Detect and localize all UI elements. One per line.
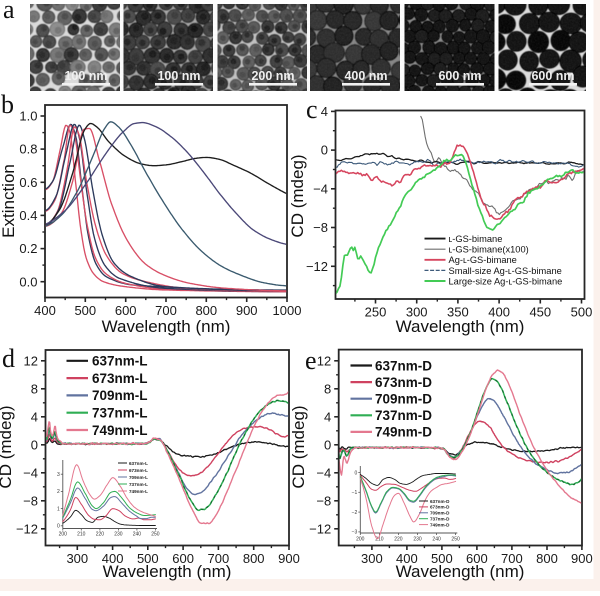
svg-text:0: 0 bbox=[321, 143, 328, 158]
svg-text:0.2: 0.2 bbox=[19, 241, 37, 256]
svg-text:Ag-ʟ-GS-bimane: Ag-ʟ-GS-bimane bbox=[449, 255, 517, 265]
svg-text:a: a bbox=[3, 0, 15, 24]
svg-text:200: 200 bbox=[356, 537, 365, 543]
svg-text:e: e bbox=[305, 346, 317, 375]
svg-text:0.6: 0.6 bbox=[19, 175, 37, 190]
svg-text:300: 300 bbox=[361, 551, 383, 566]
svg-text:673nm-L: 673nm-L bbox=[92, 371, 148, 386]
svg-text:Extinction: Extinction bbox=[0, 164, 18, 238]
svg-text:CD (mdeg): CD (mdeg) bbox=[289, 405, 308, 488]
svg-text:749nm-D: 749nm-D bbox=[430, 522, 450, 527]
svg-text:0.4: 0.4 bbox=[19, 208, 37, 223]
svg-text:4: 4 bbox=[324, 409, 331, 424]
svg-text:250: 250 bbox=[451, 537, 460, 543]
svg-text:709nm-D: 709nm-D bbox=[375, 392, 432, 407]
svg-text:250: 250 bbox=[365, 305, 387, 320]
svg-text:−4: −4 bbox=[316, 465, 331, 480]
svg-text:500: 500 bbox=[571, 305, 593, 320]
svg-text:900: 900 bbox=[571, 551, 593, 566]
svg-text:4: 4 bbox=[31, 409, 38, 424]
svg-text:Wavelength (nm): Wavelength (nm) bbox=[103, 562, 232, 581]
svg-text:600: 600 bbox=[115, 303, 137, 318]
svg-text:400: 400 bbox=[34, 303, 56, 318]
svg-text:240: 240 bbox=[432, 537, 441, 543]
svg-text:749nm-D: 749nm-D bbox=[375, 425, 432, 440]
svg-text:−12: −12 bbox=[16, 521, 38, 536]
svg-text:4: 4 bbox=[321, 104, 328, 119]
svg-text:250: 250 bbox=[151, 532, 160, 538]
svg-text:0: 0 bbox=[355, 470, 358, 476]
svg-text:1000: 1000 bbox=[273, 303, 302, 318]
svg-text:737nm-L: 737nm-L bbox=[129, 482, 148, 487]
svg-text:−1: −1 bbox=[352, 490, 358, 496]
svg-text:2: 2 bbox=[57, 489, 60, 495]
svg-text:709nm-D: 709nm-D bbox=[430, 511, 450, 516]
svg-text:637nm-L: 637nm-L bbox=[129, 461, 148, 466]
svg-text:0.0: 0.0 bbox=[19, 274, 37, 289]
svg-text:1: 1 bbox=[57, 506, 60, 512]
svg-text:230: 230 bbox=[114, 532, 123, 538]
svg-text:−4: −4 bbox=[313, 181, 328, 196]
svg-text:Small-size Ag-ʟ-GS-bimane: Small-size Ag-ʟ-GS-bimane bbox=[449, 266, 562, 276]
svg-text:8: 8 bbox=[31, 381, 38, 396]
svg-text:220: 220 bbox=[394, 537, 403, 543]
svg-text:ʟ-GS-bimane(x100): ʟ-GS-bimane(x100) bbox=[449, 245, 529, 255]
svg-text:12: 12 bbox=[24, 353, 38, 368]
svg-text:−2: −2 bbox=[352, 510, 358, 516]
svg-text:300: 300 bbox=[66, 551, 88, 566]
svg-text:709nm-L: 709nm-L bbox=[129, 475, 148, 480]
svg-text:Large-size Ag-ʟ-GS-bimane: Large-size Ag-ʟ-GS-bimane bbox=[449, 276, 563, 286]
svg-text:3: 3 bbox=[57, 472, 60, 478]
svg-text:d: d bbox=[2, 344, 15, 373]
svg-text:800: 800 bbox=[536, 551, 558, 566]
svg-text:0.8: 0.8 bbox=[19, 142, 37, 157]
svg-text:−3: −3 bbox=[352, 530, 358, 536]
svg-text:737nm-D: 737nm-D bbox=[430, 517, 450, 522]
svg-text:637nm-D: 637nm-D bbox=[430, 499, 450, 504]
svg-text:210: 210 bbox=[77, 532, 86, 538]
svg-text:−8: −8 bbox=[316, 493, 331, 508]
svg-text:749nm-L: 749nm-L bbox=[92, 423, 148, 438]
svg-text:c: c bbox=[306, 95, 318, 124]
svg-text:900: 900 bbox=[278, 551, 300, 566]
svg-text:−12: −12 bbox=[309, 521, 331, 536]
svg-text:0: 0 bbox=[324, 437, 331, 452]
svg-text:8: 8 bbox=[324, 381, 331, 396]
svg-text:−4: −4 bbox=[23, 465, 38, 480]
svg-text:b: b bbox=[1, 90, 14, 119]
svg-text:200: 200 bbox=[59, 532, 68, 538]
svg-text:220: 220 bbox=[96, 532, 105, 538]
svg-text:1.0: 1.0 bbox=[19, 109, 37, 124]
svg-text:Wavelength (nm): Wavelength (nm) bbox=[102, 317, 231, 336]
svg-text:800: 800 bbox=[195, 303, 217, 318]
svg-text:−8: −8 bbox=[23, 493, 38, 508]
svg-text:737nm-L: 737nm-L bbox=[92, 406, 148, 421]
svg-text:12: 12 bbox=[317, 353, 331, 368]
svg-text:749nm-L: 749nm-L bbox=[129, 489, 148, 494]
svg-text:673nm-D: 673nm-D bbox=[375, 375, 432, 390]
svg-text:800: 800 bbox=[243, 551, 265, 566]
svg-text:900: 900 bbox=[236, 303, 258, 318]
svg-text:673nm-D: 673nm-D bbox=[430, 505, 450, 510]
svg-text:500: 500 bbox=[74, 303, 96, 318]
svg-text:709nm-L: 709nm-L bbox=[92, 388, 148, 403]
svg-text:CD (mdeg): CD (mdeg) bbox=[0, 405, 15, 488]
svg-text:0: 0 bbox=[31, 437, 38, 452]
svg-text:0: 0 bbox=[57, 524, 60, 530]
svg-text:450: 450 bbox=[529, 305, 551, 320]
svg-text:637nm-D: 637nm-D bbox=[375, 358, 432, 373]
svg-text:CD (mdeg): CD (mdeg) bbox=[288, 154, 307, 237]
svg-text:637nm-L: 637nm-L bbox=[92, 354, 148, 369]
svg-text:737nm-D: 737nm-D bbox=[375, 408, 432, 423]
svg-text:Wavelength (nm): Wavelength (nm) bbox=[396, 317, 525, 336]
svg-text:ʟ-GS-bimane: ʟ-GS-bimane bbox=[449, 234, 503, 244]
svg-text:−8: −8 bbox=[313, 220, 328, 235]
svg-text:673nm-L: 673nm-L bbox=[129, 468, 148, 473]
svg-text:240: 240 bbox=[133, 532, 142, 538]
svg-text:Wavelength (nm): Wavelength (nm) bbox=[396, 562, 525, 581]
svg-text:700: 700 bbox=[155, 303, 177, 318]
svg-text:−12: −12 bbox=[306, 259, 328, 274]
svg-text:230: 230 bbox=[413, 537, 422, 543]
